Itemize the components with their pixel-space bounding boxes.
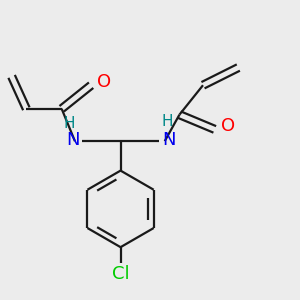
Text: Cl: Cl [112, 265, 129, 283]
Text: H: H [162, 114, 173, 129]
Text: O: O [221, 117, 235, 135]
Text: H: H [63, 116, 75, 131]
Text: O: O [97, 73, 111, 91]
Text: N: N [66, 131, 79, 149]
Text: N: N [162, 131, 175, 149]
